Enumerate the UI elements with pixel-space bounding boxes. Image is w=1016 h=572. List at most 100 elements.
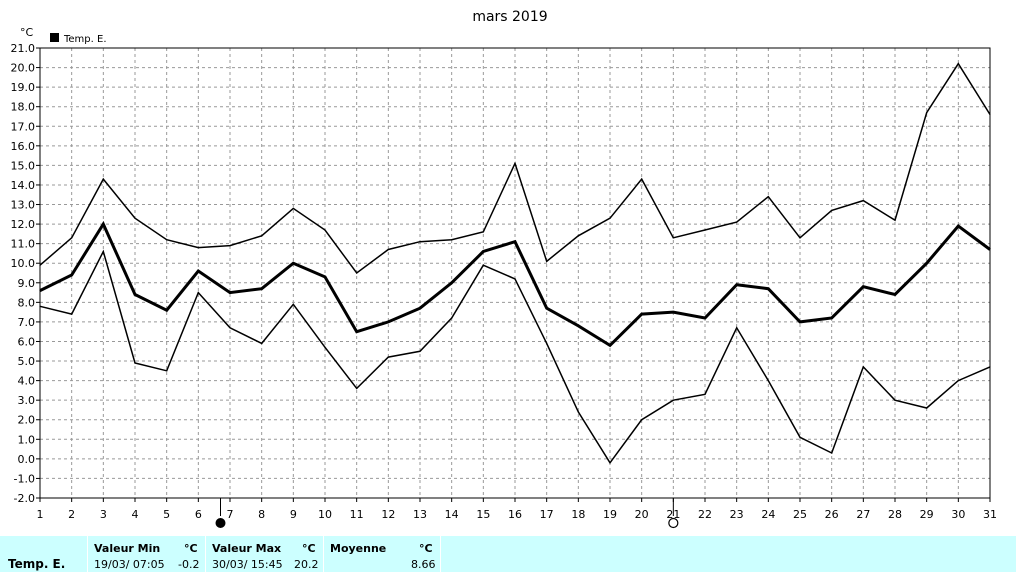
series-min-point <box>799 436 801 438</box>
series-min-point <box>134 362 136 364</box>
x-tick-label: 7 <box>227 508 234 521</box>
stats-series-name: Temp. E. <box>8 557 66 571</box>
series-max-point <box>894 219 896 221</box>
series-mean-point <box>672 311 674 313</box>
stats-max-value: 20.2 <box>294 558 319 571</box>
series-min-point <box>292 303 294 305</box>
x-tick-label: 20 <box>635 508 649 521</box>
x-tick-label: 18 <box>571 508 585 521</box>
full-moon-icon <box>668 517 679 529</box>
series-max-point <box>514 162 516 164</box>
series-min-point <box>324 346 326 348</box>
series-max-point <box>736 221 738 223</box>
stats-avg-cell: Moyenne °C 8.66 <box>324 536 441 572</box>
series-min-point <box>767 380 769 382</box>
series-mean-point <box>356 331 358 333</box>
x-tick-label: 12 <box>381 508 395 521</box>
series-mean-point <box>166 309 168 311</box>
y-tick-label: 0.0 <box>18 453 36 466</box>
x-tick-label: 4 <box>132 508 139 521</box>
series-mean-point <box>641 313 643 315</box>
x-tick-label: 9 <box>290 508 297 521</box>
stats-panel: Temp. E. Valeur Min °C 19/03/ 07:05 -0.2… <box>0 536 1016 572</box>
series-mean-point <box>451 282 453 284</box>
stats-min-cell: Valeur Min °C 19/03/ 07:05 -0.2 <box>88 536 206 572</box>
series-mean-point <box>71 274 73 276</box>
series-min-point <box>387 356 389 358</box>
series-min-point <box>102 250 104 253</box>
series-mean-point <box>704 317 706 319</box>
moon-markers <box>215 498 679 529</box>
y-tick-label: 19.0 <box>11 81 36 94</box>
series-min-point <box>482 264 484 266</box>
series-mean-point <box>229 292 231 294</box>
x-tick-label: 25 <box>793 508 807 521</box>
series-min-point <box>577 411 579 413</box>
stats-max-unit: °C <box>302 542 316 555</box>
series-max-point <box>292 207 294 209</box>
stats-min-when: 19/03/ 07:05 <box>94 558 165 571</box>
x-tick-label: 8 <box>258 508 265 521</box>
series-max-point <box>989 113 991 116</box>
series-mean-point <box>926 262 928 264</box>
y-tick-label: 12.0 <box>11 218 36 231</box>
series-mean-point <box>546 307 548 309</box>
x-tick-label: 29 <box>920 508 934 521</box>
series-min-point <box>862 366 864 368</box>
series-max-point <box>387 248 389 251</box>
series-mean-point <box>894 293 896 296</box>
x-tick-label: 14 <box>445 508 459 521</box>
series-max-point <box>704 229 706 231</box>
series-min-point <box>261 342 263 344</box>
series-min-point <box>926 407 928 409</box>
series-min-point <box>894 399 896 401</box>
series-max-point <box>134 217 136 219</box>
series-max-point <box>831 209 833 211</box>
series-max-point <box>546 260 548 262</box>
series-mean-point <box>261 288 263 290</box>
series-max-point <box>641 178 643 180</box>
y-tick-label: 9.0 <box>18 277 36 290</box>
series-mean-point <box>324 276 326 278</box>
series-min-point <box>704 393 706 395</box>
series-min-point <box>229 327 231 329</box>
x-tick-label: 19 <box>603 508 617 521</box>
y-tick-label: 15.0 <box>11 159 36 172</box>
series-max-point <box>482 231 484 233</box>
x-tick-label: 1 <box>37 508 44 521</box>
series-mean-point <box>989 248 991 251</box>
series-min-point <box>451 317 453 319</box>
series-max-point <box>261 235 263 237</box>
series-max-point <box>71 237 73 239</box>
stats-empty-cell <box>441 536 1016 572</box>
y-axis-unit: °C <box>20 26 34 39</box>
axes: -2.0 -1.0 0.0 1.0 2.0 3.0 4.0 5.0 6.0 7.0 8.0 9.0 10… <box>11 42 998 521</box>
series-max-point <box>926 112 928 114</box>
y-tick-label: 8.0 <box>18 296 36 309</box>
x-tick-label: 5 <box>163 508 170 521</box>
series-min-point <box>197 292 199 294</box>
legend-swatch <box>50 33 59 42</box>
series-max-point <box>957 63 959 65</box>
x-tick-label: 3 <box>100 508 107 521</box>
x-tick-label: 10 <box>318 508 332 521</box>
plot-frame <box>39 47 991 499</box>
stats-avg-value: 8.66 <box>411 558 436 571</box>
series-min-point <box>736 327 738 329</box>
y-tick-label: 13.0 <box>11 199 36 212</box>
x-tick-label: 26 <box>825 508 839 521</box>
series-max-point <box>862 200 864 202</box>
series-max-point <box>767 196 769 198</box>
y-tick-label: 2.0 <box>18 414 36 427</box>
x-tick-label: 27 <box>856 508 870 521</box>
series-max-point <box>39 264 41 266</box>
series-max-point <box>419 241 421 243</box>
x-tick-label: 28 <box>888 508 902 521</box>
series-min-point <box>641 419 643 421</box>
series-mean-point <box>197 270 199 272</box>
series-max-point <box>324 229 326 231</box>
y-tick-label: 20.0 <box>11 62 36 75</box>
y-tick-label: 4.0 <box>18 375 36 388</box>
x-tick-label: 16 <box>508 508 522 521</box>
x-tick-label: 30 <box>951 508 965 521</box>
